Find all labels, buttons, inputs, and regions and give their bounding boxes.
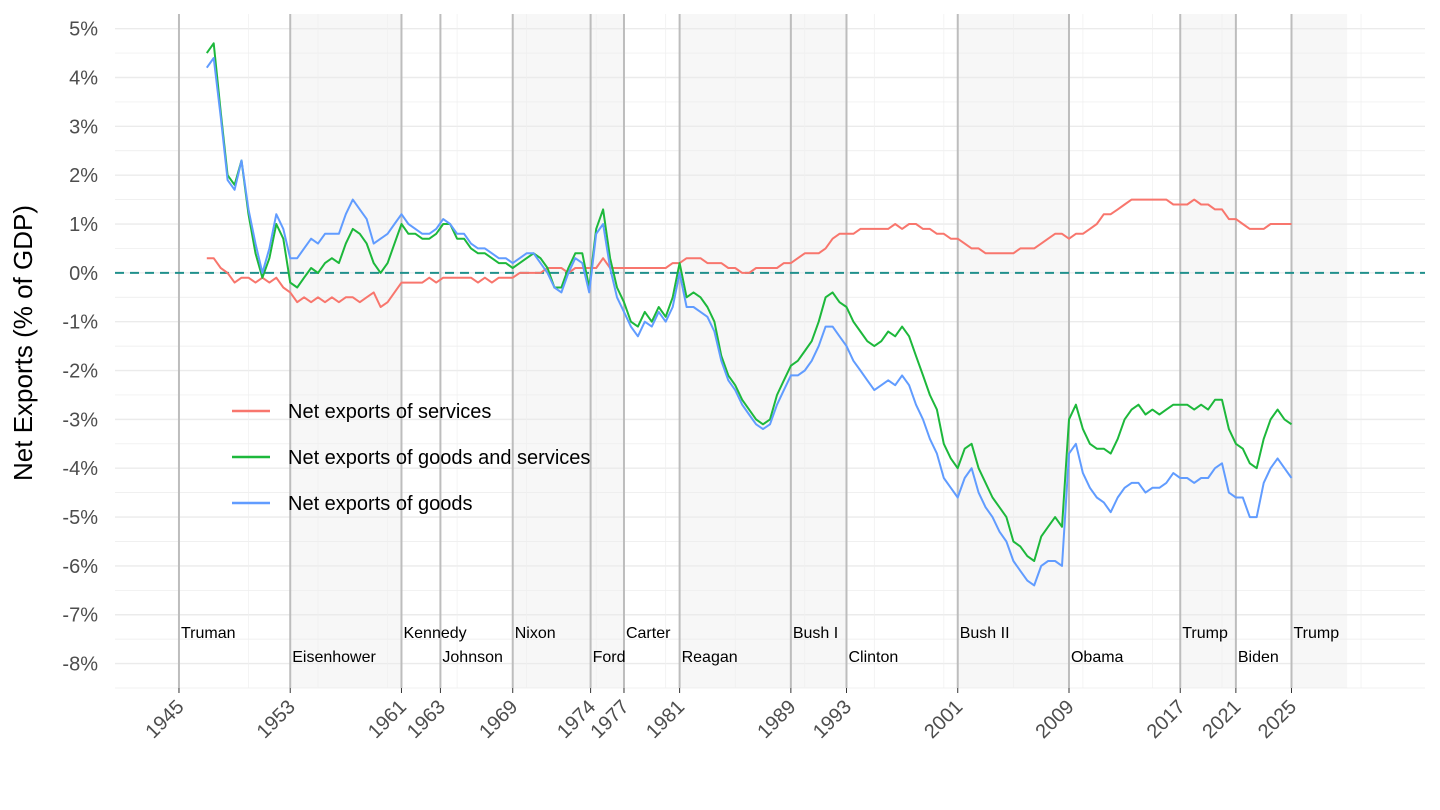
x-tick-label: 1953: [253, 696, 300, 743]
x-tick-label: 2025: [1254, 696, 1301, 743]
x-tick-label: 1945: [141, 696, 188, 743]
presidency-label: Nixon: [515, 625, 556, 642]
presidency-label: Bush II: [960, 625, 1010, 642]
legend-label: Net exports of goods and services: [288, 447, 590, 469]
presidency-label: Trump: [1293, 625, 1339, 642]
y-tick-label: -3%: [62, 409, 98, 431]
y-tick-label: 1%: [69, 214, 98, 236]
y-tick-label: -6%: [62, 556, 98, 578]
presidency-label: Obama: [1071, 649, 1124, 666]
presidency-label: Kennedy: [403, 625, 466, 642]
x-tick-label: 1969: [475, 696, 522, 743]
y-tick-label: -1%: [62, 312, 98, 334]
presidency-band: [1180, 14, 1236, 688]
y-tick-label: 0%: [69, 263, 98, 285]
presidency-shading: [290, 14, 1348, 688]
legend-label: Net exports of services: [288, 401, 491, 423]
x-tick-label: 1977: [586, 696, 633, 743]
legend-label: Net exports of goods: [288, 493, 473, 515]
presidency-lines: [177, 14, 1293, 688]
y-tick-label: -7%: [62, 605, 98, 627]
x-tick-label: 2021: [1198, 696, 1245, 743]
x-tick-label: 1963: [403, 696, 450, 743]
y-tick-label: 3%: [69, 116, 98, 138]
presidency-band: [290, 14, 402, 688]
y-tick-label: 4%: [69, 67, 98, 89]
presidency-label: Eisenhower: [292, 649, 376, 666]
y-tick-label: 2%: [69, 165, 98, 187]
presidency-band: [790, 14, 847, 688]
x-tick-label: 1981: [642, 696, 689, 743]
y-tick-label: -8%: [62, 654, 98, 676]
y-axis-label: Net Exports (% of GDP): [8, 205, 38, 481]
x-tick-label: 1961: [364, 696, 411, 743]
series-lines: [205, 42, 1293, 587]
presidency-label: Clinton: [848, 649, 898, 666]
presidency-label: Carter: [626, 625, 671, 642]
presidency-band: [1291, 14, 1348, 688]
x-tick-label: 2001: [920, 696, 967, 743]
presidency-labels: TrumanEisenhowerKennedyJohnsonNixonFordC…: [181, 625, 1339, 666]
presidency-label: Ford: [593, 649, 626, 666]
legend: Net exports of services Net exports of go…: [232, 401, 590, 515]
presidency-band: [512, 14, 591, 688]
x-tick-label: 1993: [809, 696, 856, 743]
y-tick-label: 5%: [69, 19, 98, 41]
series-line-2: [205, 57, 1293, 587]
presidency-band: [590, 14, 624, 688]
presidency-label: Johnson: [442, 649, 503, 666]
presidency-label: Bush I: [793, 625, 838, 642]
y-tick-label: -5%: [62, 507, 98, 529]
presidency-label: Trump: [1182, 625, 1228, 642]
x-tick-label: 2009: [1032, 696, 1079, 743]
y-tick-label: -4%: [62, 458, 98, 480]
presidency-label: Biden: [1238, 649, 1279, 666]
series-line-1: [205, 42, 1293, 562]
x-tick-label: 2017: [1143, 696, 1190, 743]
presidency-label: Reagan: [682, 649, 738, 666]
series-line-0: [206, 198, 1292, 308]
y-tick-label: -2%: [62, 361, 98, 383]
x-tick-label: 1989: [753, 696, 800, 743]
y-axis: 5% 4% 3% 2% 1% 0% -1% -2% -3% -4% -5% -6% -7% -8%: [62, 19, 98, 676]
presidency-label: Truman: [181, 625, 236, 642]
